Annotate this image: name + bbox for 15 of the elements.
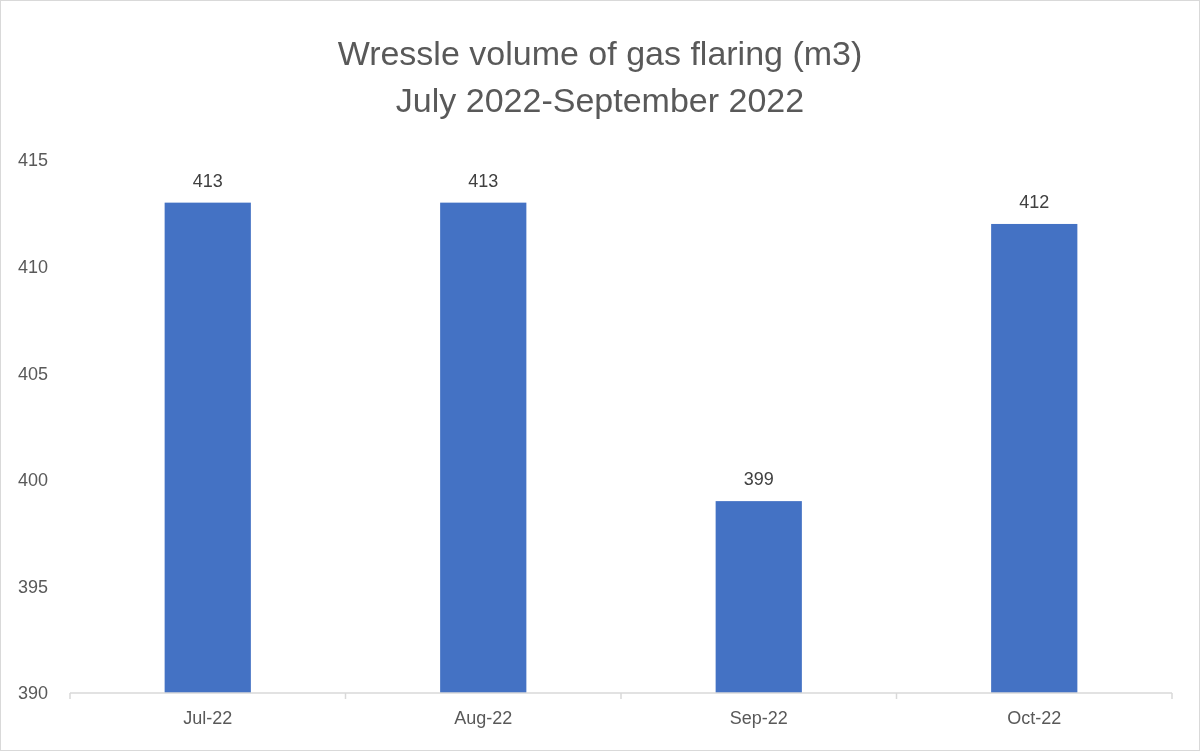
data-label: 413 bbox=[468, 170, 499, 191]
x-tick-label: Aug-22 bbox=[454, 708, 513, 728]
data-label: 412 bbox=[1019, 191, 1050, 212]
data-label: 399 bbox=[743, 469, 774, 490]
x-tick-label: Oct-22 bbox=[1007, 708, 1062, 728]
x-tick-label: Sep-22 bbox=[729, 708, 788, 728]
y-tick-label: 390 bbox=[18, 683, 49, 704]
y-tick-label: 410 bbox=[18, 256, 49, 277]
x-tick-label: Jul-22 bbox=[183, 708, 233, 728]
y-tick-label: 395 bbox=[18, 576, 49, 597]
y-tick-label: 415 bbox=[18, 150, 49, 171]
y-tick-label: 400 bbox=[18, 470, 49, 491]
y-tick-label: 405 bbox=[18, 363, 49, 384]
data-label: 413 bbox=[192, 170, 223, 191]
chart-title: Wressle volume of gas flaring (m3) July 2022-September 2022 bbox=[337, 34, 863, 119]
